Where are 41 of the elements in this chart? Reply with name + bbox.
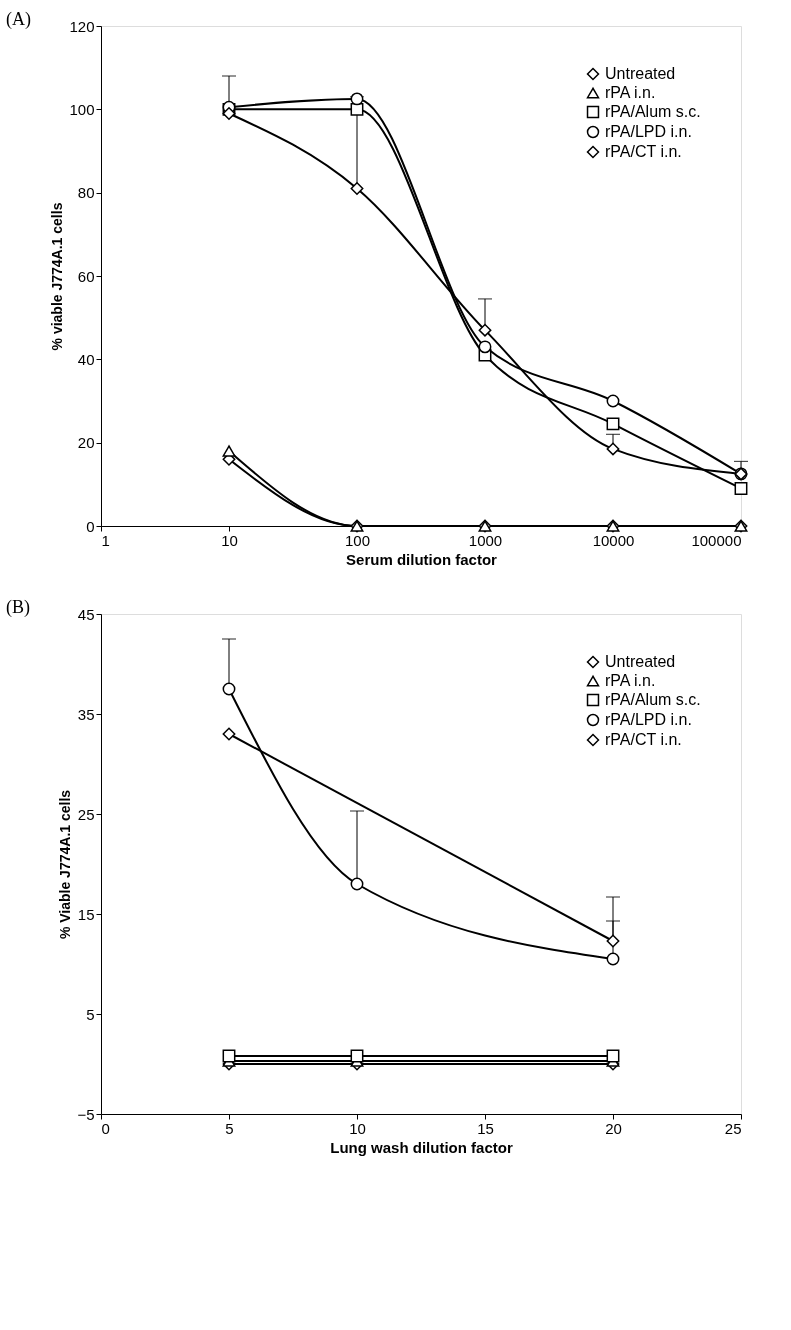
- y-tick-label: 60: [77, 267, 95, 285]
- y-tick-label: 5: [86, 1005, 95, 1023]
- x-tick-label: 1: [101, 531, 110, 549]
- x-tick-label: 10: [221, 531, 238, 549]
- legend-label: rPA/LPD i.n.: [605, 123, 692, 140]
- y-tick-label: 35: [77, 705, 95, 723]
- y-tick-label: 0: [86, 517, 95, 535]
- x-axis-title: Lung wash dilution factor: [330, 1138, 513, 1156]
- x-tick-label: 10000: [592, 531, 635, 549]
- x-tick-label: 15: [477, 1119, 494, 1137]
- legend-label: Untreated: [605, 653, 676, 670]
- y-tick-label: 100: [69, 100, 95, 118]
- legend-label: rPA/CT i.n.: [605, 731, 682, 748]
- legend-label: rPA/Alum s.c.: [605, 691, 701, 708]
- y-tick-label: 40: [77, 350, 95, 368]
- y-axis-title: % Viable J774A.1 cells: [57, 789, 74, 940]
- legend-label: rPA/CT i.n.: [605, 143, 682, 160]
- x-tick-label: 10: [349, 1119, 366, 1137]
- x-tick-label: 20: [605, 1119, 622, 1137]
- legend-label: Untreated: [605, 65, 676, 82]
- y-tick-label: −5: [77, 1105, 95, 1123]
- legend-label: rPA i.n.: [605, 672, 656, 689]
- y-axis-title: % viable J774A.1 cells: [49, 202, 66, 351]
- x-tick-label: 100000: [691, 531, 742, 549]
- y-tick-label: 20: [77, 434, 95, 452]
- chart-title: (B): [6, 597, 30, 618]
- x-tick-label: 25: [724, 1119, 742, 1137]
- legend-label: rPA/Alum s.c.: [605, 103, 701, 120]
- x-tick-label: 100: [344, 531, 371, 549]
- x-tick-label: 5: [225, 1119, 234, 1137]
- y-tick-label: 25: [77, 805, 95, 823]
- legend-label: rPA i.n.: [605, 84, 656, 101]
- x-tick-label: 1000: [468, 531, 503, 549]
- y-tick-label: 120: [69, 17, 95, 35]
- y-tick-label: 45: [77, 605, 95, 623]
- x-tick-label: 0: [101, 1119, 110, 1137]
- y-tick-label: 15: [77, 905, 95, 923]
- legend-label: rPA/LPD i.n.: [605, 711, 692, 728]
- chart-title: (A): [6, 9, 31, 30]
- x-axis-title: Serum dilution factor: [346, 550, 498, 568]
- y-tick-label: 80: [77, 184, 95, 202]
